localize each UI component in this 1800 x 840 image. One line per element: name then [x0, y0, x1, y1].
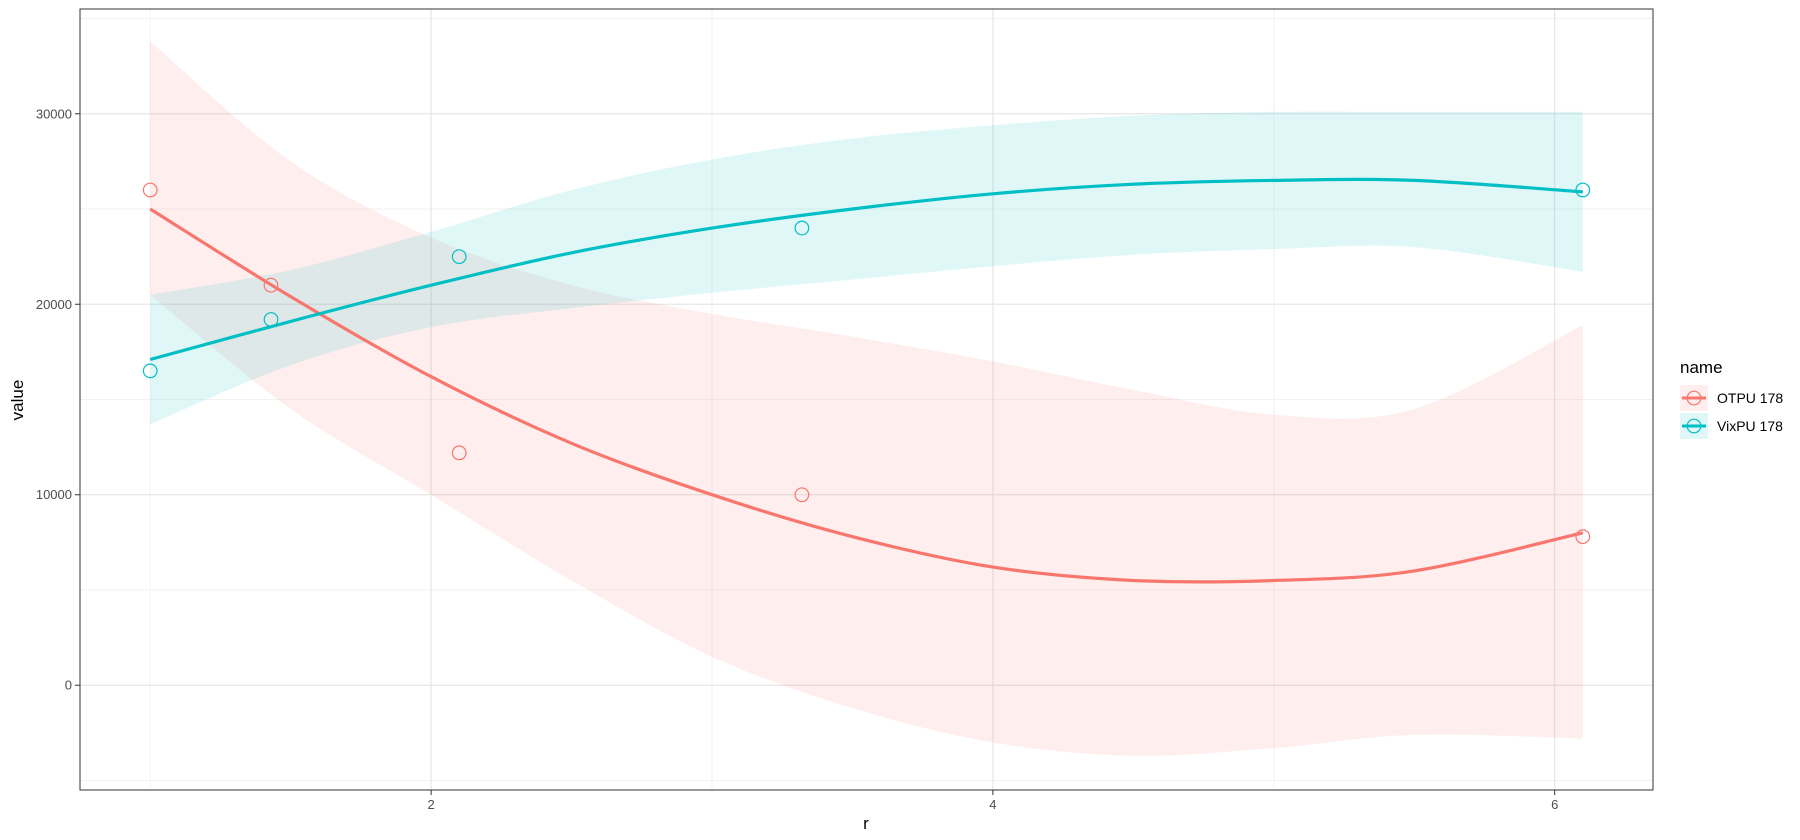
series-1-confidence-band: [150, 41, 1583, 756]
series-2-point: [142, 363, 158, 379]
legend-title: name: [1680, 358, 1723, 377]
series-2-legend-point: [1686, 418, 1702, 434]
series-1-point: [142, 182, 158, 198]
panel-border: [79, 8, 1654, 791]
series-1-point: [263, 277, 279, 293]
x-tick-label: 6: [1551, 797, 1558, 812]
y-tick-label: 20000: [36, 297, 72, 312]
series-2-point: [451, 249, 467, 265]
series-2-smooth-line: [149, 177, 1583, 362]
grid-major: [80, 9, 1653, 790]
data-points: [142, 182, 1591, 545]
grid-minor: [80, 9, 1653, 790]
y-axis: 0 10000 20000 30000: [36, 106, 80, 693]
confidence-bands: [150, 41, 1583, 756]
series-2-confidence-band: [150, 111, 1583, 425]
smooth-lines: [149, 177, 1584, 584]
series-1-point: [794, 487, 810, 503]
x-axis-title: r: [863, 814, 869, 833]
series-1-point: [1575, 529, 1591, 545]
series-2-point: [1575, 182, 1591, 198]
y-axis-title: value: [8, 380, 27, 421]
series-2-point: [794, 220, 810, 236]
series-1-legend-point: [1686, 390, 1702, 406]
series-1-legend-label: OTPU 178: [1717, 390, 1783, 406]
legend: name OTPU 178 VixPU 178: [1680, 358, 1783, 439]
x-tick-label: 4: [989, 797, 996, 812]
x-axis: 2 4 6: [427, 790, 1558, 812]
y-tick-label: 0: [65, 678, 72, 693]
series-2-point: [263, 312, 279, 327]
series-2-legend-label: VixPU 178: [1717, 418, 1783, 434]
series-1-point: [451, 445, 467, 461]
x-tick-label: 2: [427, 797, 434, 812]
y-tick-label: 30000: [36, 106, 72, 121]
y-tick-label: 10000: [36, 487, 72, 502]
series-1-smooth-line: [149, 207, 1584, 584]
